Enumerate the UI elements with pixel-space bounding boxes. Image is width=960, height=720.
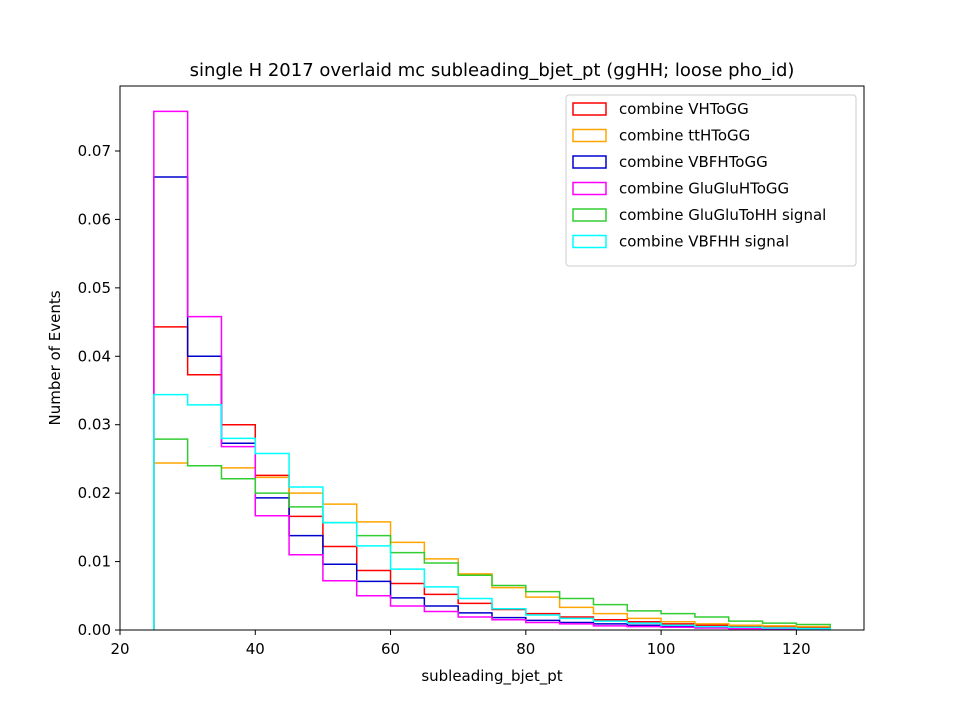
plot-frame (119, 85, 865, 631)
legend-box (565, 94, 857, 267)
legend-item: combine VBFHToGG (572, 153, 768, 171)
x-axis: 20 40 60 80 100 120 (110, 630, 811, 658)
legend-item: combine VBFHH signal (572, 233, 789, 251)
legend: combine VHToGG combine ttHToGG combine VBF… (565, 94, 857, 267)
legend-item: combine GluGluHToGG (572, 180, 789, 198)
legend-swatch (572, 234, 607, 249)
y-tick-label: 0.07 (78, 142, 111, 160)
legend-label: combine GluGluHToGG (619, 180, 789, 198)
chart-title: single H 2017 overlaid mc subleading_bje… (190, 60, 795, 81)
x-tick-label: 40 (246, 640, 265, 658)
x-tick-label: 120 (782, 640, 811, 658)
x-tick-label: 100 (647, 640, 676, 658)
y-tick-label: 0.02 (78, 484, 111, 502)
x-axis-title: subleading_bjet_pt (421, 667, 562, 686)
y-axis: 0.00 0.01 0.02 0.03 0.04 0.05 0.06 0.07 (78, 142, 120, 639)
legend-label: combine VBFHH signal (619, 233, 789, 251)
legend-swatch (572, 128, 607, 143)
legend-label: combine ttHToGG (619, 127, 750, 145)
y-tick-label: 0.00 (78, 621, 111, 639)
legend-swatch (572, 155, 607, 169)
legend-item: combine VHToGG (572, 100, 749, 118)
y-tick-label: 0.01 (78, 553, 111, 571)
y-axis-title: Number of Events (46, 290, 64, 425)
legend-item: combine GluGluToHH signal (572, 206, 826, 224)
y-tick-label: 0.04 (78, 347, 111, 365)
x-tick-label: 80 (516, 640, 535, 658)
series-line (153, 393, 831, 630)
y-tick-label: 0.05 (78, 279, 111, 297)
y-tick-label: 0.03 (78, 416, 111, 434)
series-line (153, 438, 831, 630)
x-tick-label: 60 (381, 640, 400, 658)
series-6 (153, 393, 831, 630)
legend-swatch (572, 181, 607, 196)
legend-label: combine VBFHToGG (619, 153, 768, 171)
y-tick-label: 0.06 (78, 210, 111, 228)
legend-swatch (572, 208, 607, 222)
legend-label: combine VHToGG (619, 100, 749, 118)
x-tick-label: 20 (110, 640, 129, 658)
legend-swatch (572, 102, 607, 116)
legend-label: combine GluGluToHH signal (619, 206, 826, 224)
series-layer (153, 110, 831, 631)
legend-item: combine ttHToGG (572, 127, 750, 145)
series-5 (153, 438, 831, 630)
